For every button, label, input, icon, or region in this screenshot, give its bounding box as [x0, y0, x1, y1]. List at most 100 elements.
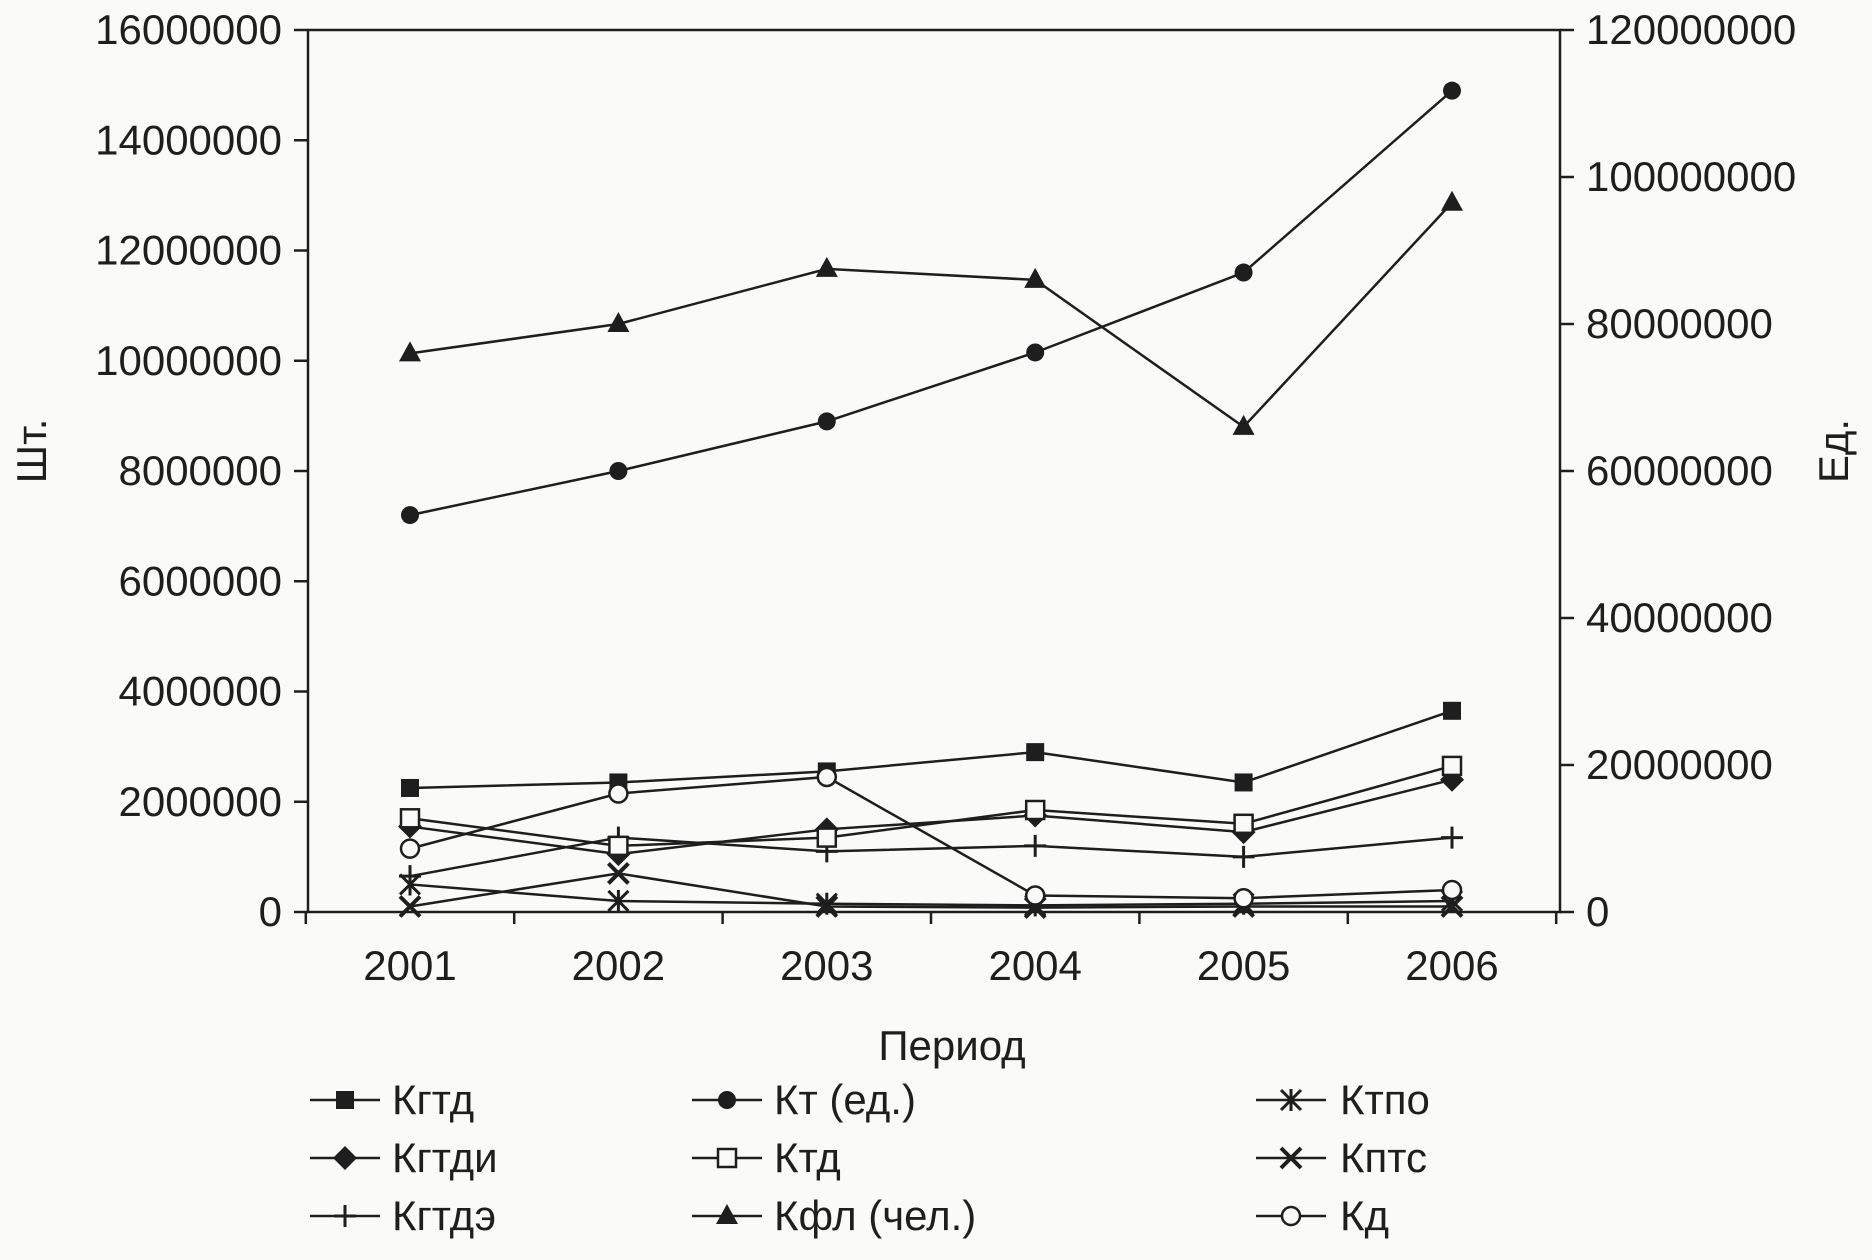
plot-area: [306, 28, 1562, 914]
legend-item: Кптс: [1256, 1134, 1427, 1181]
x-tick-label: 2001: [363, 942, 456, 989]
x-axis: 2001 2002 2003 2004 2005 2006: [304, 912, 1558, 989]
series-point: [1234, 773, 1253, 792]
series-point: [1443, 701, 1461, 720]
series-point: [607, 312, 630, 332]
legend-marker: [1279, 1088, 1303, 1112]
series-5: [399, 755, 1463, 857]
legend-label: Кгтдэ: [392, 1192, 496, 1239]
legend-item: Ктд: [692, 1134, 841, 1181]
series-point: [399, 341, 421, 362]
legend-marker: [716, 1204, 738, 1224]
plot-border: [306, 28, 1562, 914]
right-y-tick-label: 80000000: [1586, 300, 1773, 347]
series-point: [1441, 826, 1463, 849]
legend-label: Ктпо: [1340, 1076, 1430, 1123]
series-line: [409, 836, 1453, 878]
series-1: [401, 701, 1461, 797]
series-line: [409, 872, 1452, 909]
series-line: [409, 778, 1453, 856]
series-point: [1026, 343, 1045, 362]
series-8: [398, 861, 1464, 920]
series-point: [1026, 743, 1045, 762]
series-point: [607, 889, 630, 913]
series-point: [401, 778, 419, 797]
legend-marker: [336, 1091, 354, 1109]
legend-label: Кгтд: [392, 1076, 474, 1123]
right-y-tick-label: 120000000: [1586, 6, 1796, 53]
series-point: [816, 766, 838, 788]
left-y-tick-label: 14000000: [95, 116, 282, 163]
legend-item: Кгтд: [310, 1076, 474, 1123]
series-point: [399, 838, 421, 859]
legend-item: Кт (ед.): [692, 1076, 916, 1123]
series-point: [1024, 799, 1046, 821]
legend-item: Кфл (чел.): [692, 1192, 976, 1239]
x-tick-label: 2003: [780, 942, 873, 989]
right-y-tick-label: 20000000: [1586, 741, 1773, 788]
legend-marker: [334, 1205, 356, 1227]
series-point: [1232, 414, 1255, 435]
legend-marker: [333, 1146, 357, 1170]
left-y-axis-title: Шт.: [8, 419, 55, 484]
x-tick-label: 2006: [1405, 942, 1498, 989]
left-y-tick-label: 6000000: [118, 557, 282, 604]
series-point: [398, 895, 422, 918]
series-line: [409, 775, 1453, 900]
series-point: [1232, 845, 1255, 868]
series-point: [606, 861, 630, 885]
series-layer: [398, 81, 1464, 920]
series-point: [815, 895, 839, 918]
series-point: [1441, 755, 1463, 777]
series-line: [409, 89, 1453, 517]
series-point: [399, 808, 421, 829]
legend-item: Ктпо: [1256, 1076, 1430, 1123]
series-line: [409, 883, 1453, 907]
left-y-tick-label: 12000000: [95, 227, 282, 274]
legend-item: Кд: [1256, 1192, 1389, 1239]
legend-label: Кгтди: [392, 1134, 498, 1181]
series-4: [401, 81, 1461, 525]
right-y-tick-label: 100000000: [1586, 153, 1796, 200]
series-point: [1024, 267, 1047, 288]
x-tick-label: 2005: [1197, 942, 1290, 989]
left-y-axis: 0 2000000 4000000 6000000 8000000 10000000 120…: [95, 6, 308, 935]
legend-label: Кптс: [1340, 1134, 1427, 1181]
series-point: [398, 873, 422, 896]
series-6: [399, 190, 1463, 435]
legend-marker: [716, 1147, 738, 1169]
series-line: [409, 764, 1453, 848]
legend-item: Кгтди: [310, 1134, 498, 1181]
left-y-tick-label: 2000000: [118, 778, 282, 825]
left-y-tick-label: 0: [259, 888, 282, 935]
legend-label: Кфл (чел.): [774, 1192, 976, 1239]
left-y-tick-label: 10000000: [95, 337, 282, 384]
legend: Кгтд Кгтди Кгтдэ Кт (ед.) Ктд Кфл (чел.) Ктпо К…: [310, 1076, 1430, 1239]
series-point: [609, 462, 628, 480]
series-line: [409, 201, 1453, 429]
left-y-tick-label: 8000000: [118, 447, 282, 494]
left-y-tick-label: 4000000: [118, 668, 282, 715]
x-tick-label: 2004: [988, 942, 1081, 989]
legend-label: Кт (ед.): [774, 1076, 916, 1123]
series-point: [1443, 81, 1461, 100]
axis-titles: Период Шт. Ед.: [8, 419, 1857, 1069]
legend-label: Кд: [1340, 1192, 1389, 1239]
series-point: [1233, 813, 1254, 835]
right-y-tick-label: 0: [1586, 888, 1609, 935]
series-point: [608, 783, 629, 804]
legend-marker: [1280, 1205, 1302, 1227]
series-point: [1441, 190, 1463, 211]
x-tick-label: 2002: [572, 942, 665, 989]
series-point: [1234, 263, 1253, 282]
series-point: [816, 827, 838, 848]
series-line: [409, 709, 1453, 790]
right-y-axis: 0 20000000 40000000 60000000 80000000 1000000…: [1560, 6, 1796, 935]
series-point: [608, 835, 629, 857]
left-y-tick-label: 16000000: [95, 6, 282, 53]
legend-label: Ктд: [774, 1134, 841, 1181]
legend-marker: [718, 1091, 736, 1109]
series-point: [1024, 834, 1047, 857]
series-point: [1440, 895, 1464, 918]
